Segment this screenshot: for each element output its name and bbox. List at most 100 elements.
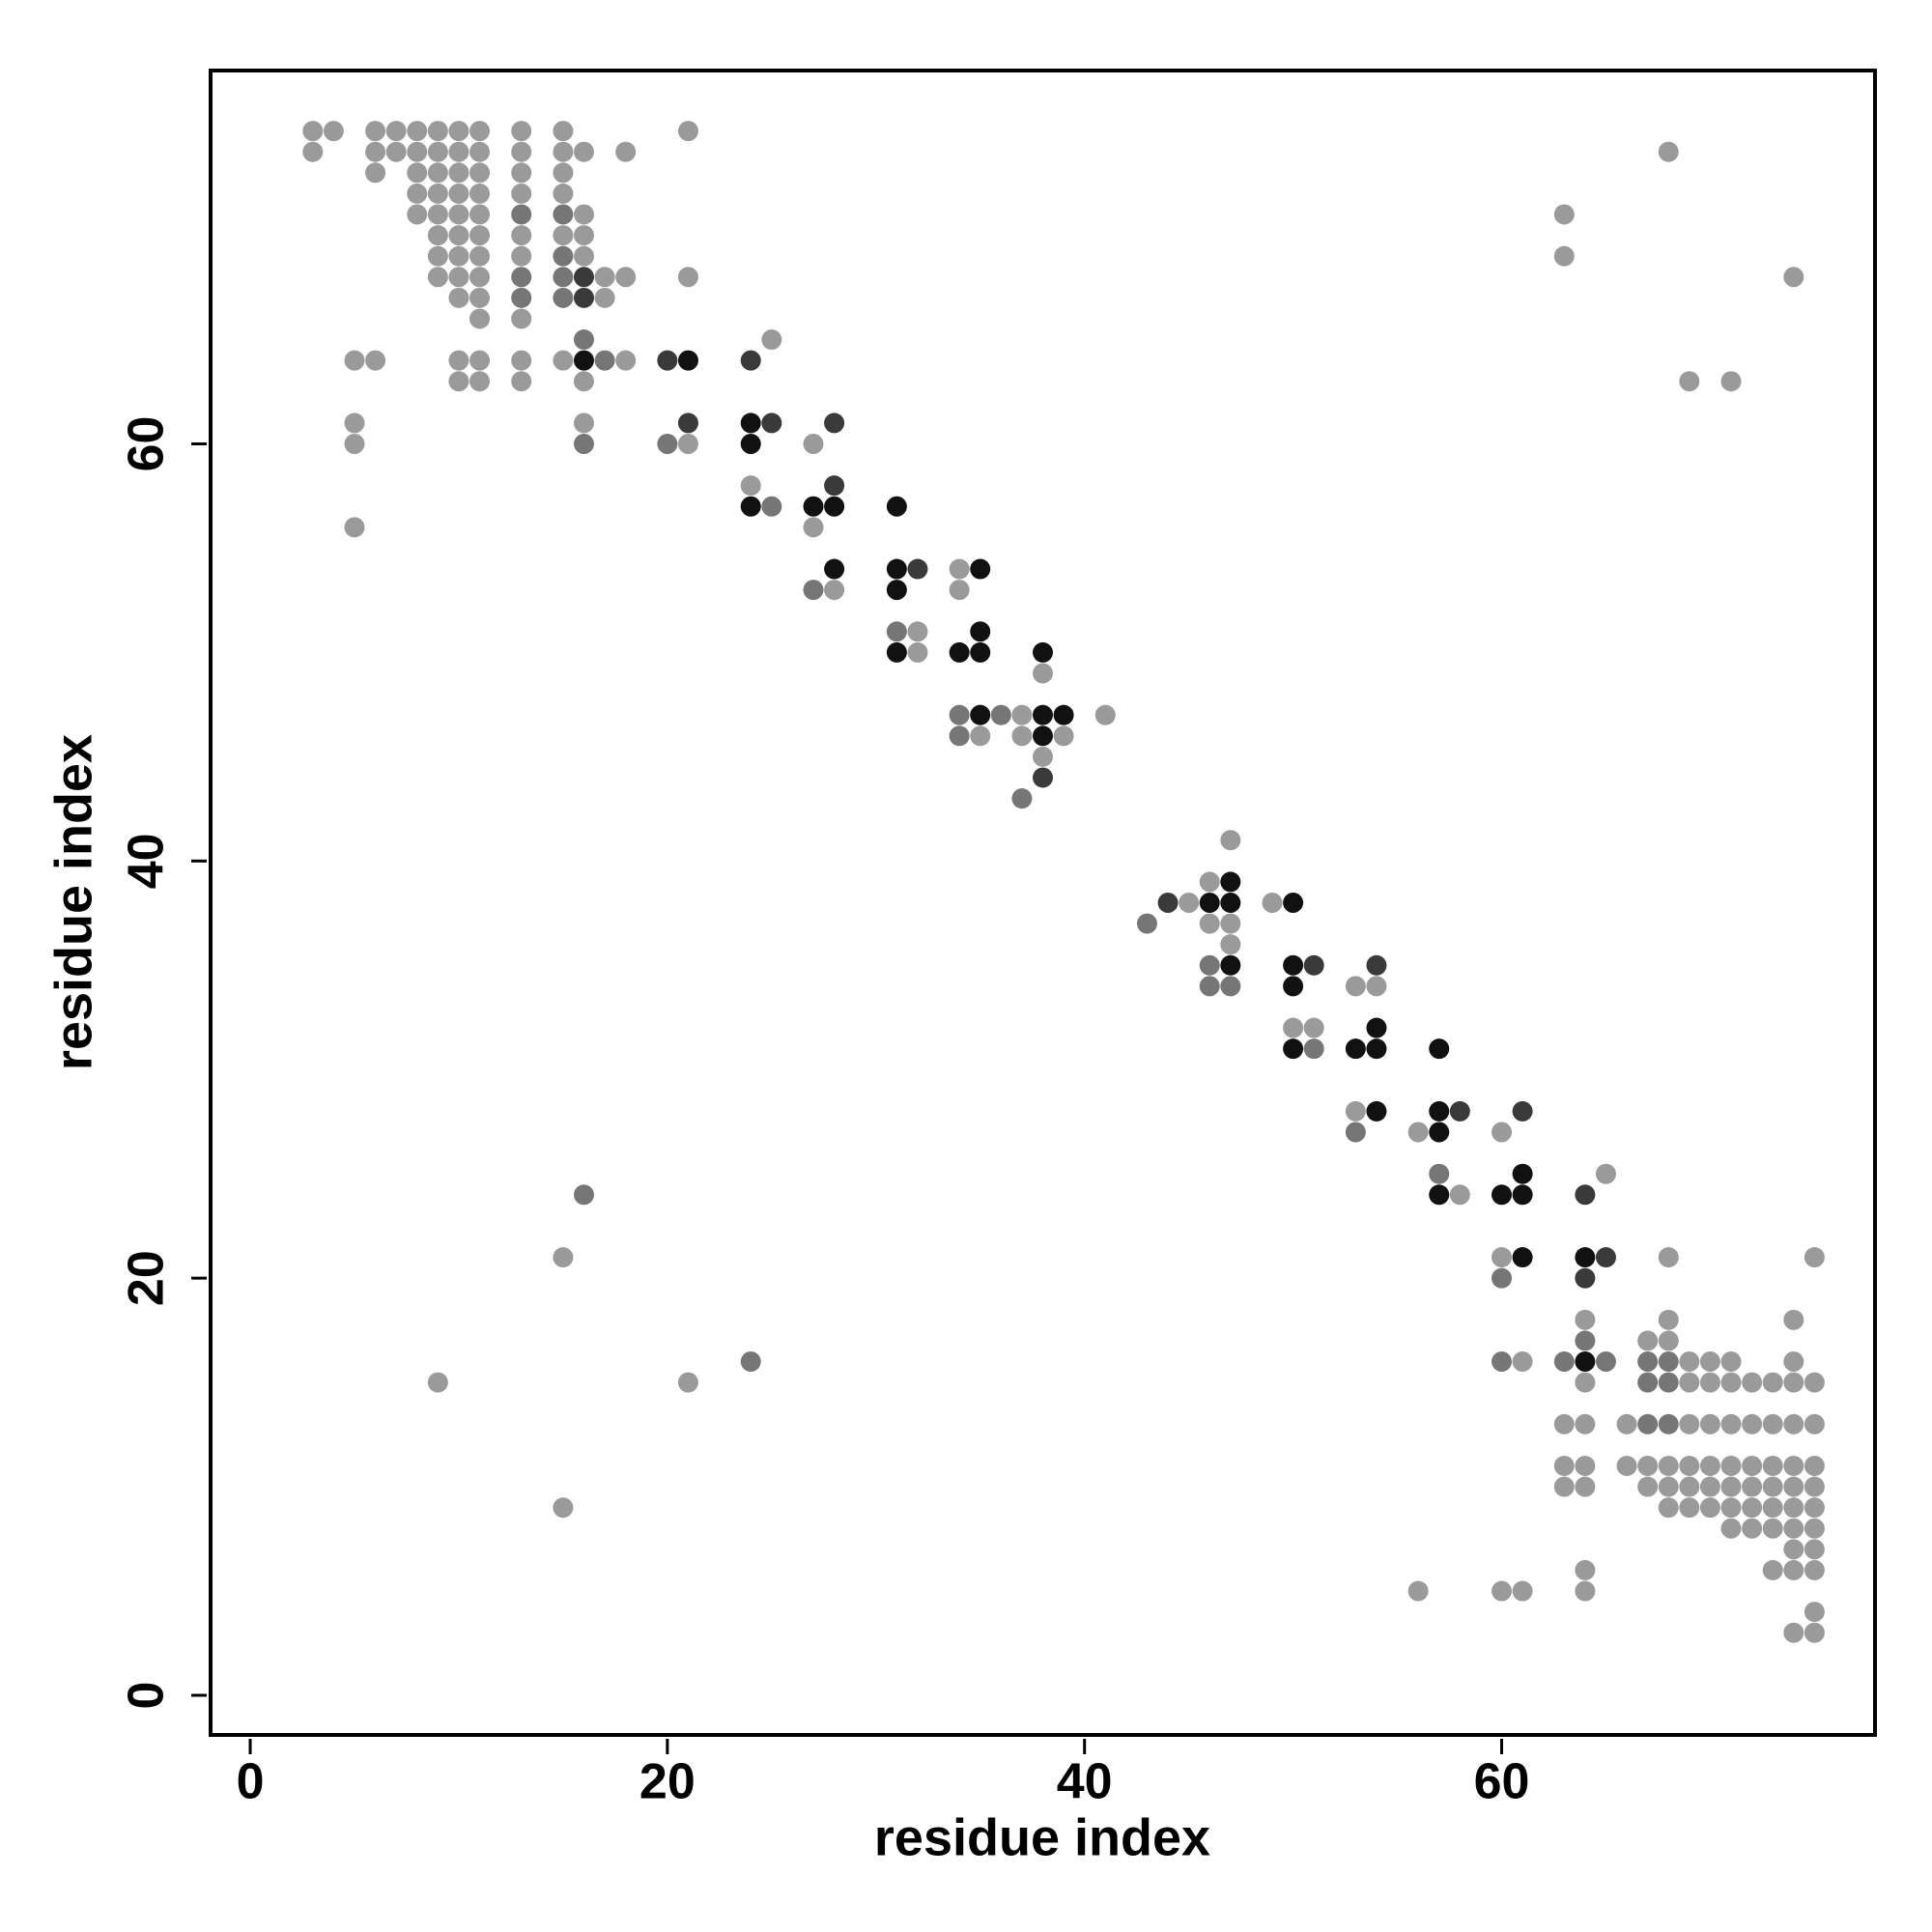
contact-point <box>469 183 491 204</box>
contact-point <box>1492 1247 1513 1268</box>
contact-point <box>427 162 448 184</box>
contact-point <box>1512 1100 1533 1122</box>
contact-point <box>1366 1038 1387 1060</box>
contact-point <box>1804 1476 1825 1497</box>
contact-point <box>1742 1497 1763 1519</box>
contact-point <box>1616 1455 1637 1476</box>
contact-point <box>448 225 469 246</box>
contact-point <box>1262 893 1283 913</box>
contact-point <box>448 162 469 184</box>
contact-point <box>949 580 970 601</box>
contact-point <box>427 267 448 288</box>
contact-point <box>1783 1539 1804 1560</box>
contact-point <box>677 121 698 142</box>
contact-point <box>573 433 594 454</box>
contact-point <box>1303 1038 1324 1060</box>
contact-point <box>949 641 970 663</box>
contact-point <box>1742 1476 1763 1497</box>
contact-point <box>803 517 824 538</box>
x-axis-title: residue index <box>874 1808 1210 1866</box>
contact-point <box>573 412 594 434</box>
contact-point <box>1345 976 1366 997</box>
contact-point <box>949 558 970 580</box>
contact-point <box>1199 976 1220 997</box>
contact-point <box>469 162 491 184</box>
contact-point <box>302 121 324 142</box>
contact-point <box>427 1372 448 1393</box>
contact-point <box>1762 1497 1783 1519</box>
x-tick-label: 60 <box>1474 1754 1530 1810</box>
contact-point <box>1637 1476 1659 1497</box>
contact-point <box>1053 725 1074 747</box>
contact-point <box>344 350 365 371</box>
contact-point <box>469 308 491 329</box>
contact-point <box>1720 1497 1742 1519</box>
contact-point <box>1804 1539 1825 1560</box>
contact-point <box>553 183 574 204</box>
contact-point <box>677 433 698 454</box>
contact-point <box>365 350 386 371</box>
contact-point <box>1679 1413 1700 1435</box>
contact-point <box>511 204 532 225</box>
contact-point <box>1658 141 1679 162</box>
contact-point <box>1658 1372 1679 1393</box>
contact-point <box>615 350 637 371</box>
contact-point <box>1303 954 1324 976</box>
contact-point <box>1345 1038 1366 1060</box>
contact-point <box>1345 1122 1366 1143</box>
contact-point <box>1033 725 1053 747</box>
contact-point <box>1679 1455 1700 1476</box>
contact-point <box>573 225 594 246</box>
contact-point <box>407 204 428 225</box>
contact-point <box>469 121 491 142</box>
contact-point <box>469 245 491 267</box>
contact-point <box>886 558 907 580</box>
x-tick-label: 0 <box>237 1754 265 1810</box>
contact-point <box>740 433 761 454</box>
contact-point <box>1220 976 1241 997</box>
contact-point <box>803 580 824 601</box>
contact-point <box>1783 1351 1804 1373</box>
contact-point <box>1762 1455 1783 1476</box>
contact-point <box>1512 1351 1533 1373</box>
contact-point <box>1429 1100 1450 1122</box>
contact-point <box>1658 1455 1679 1476</box>
contact-point <box>553 204 574 225</box>
contact-point <box>1492 1267 1513 1289</box>
contact-point <box>1220 954 1241 976</box>
contact-point <box>302 141 324 162</box>
contact-point <box>1783 1309 1804 1330</box>
contact-point <box>1492 1122 1513 1143</box>
contact-point <box>1804 1455 1825 1476</box>
contact-point <box>448 371 469 392</box>
contact-point <box>1658 1351 1679 1373</box>
contact-point <box>1553 1413 1575 1435</box>
contact-point <box>1742 1518 1763 1539</box>
contact-point <box>1575 1372 1596 1393</box>
contact-point <box>1595 1351 1616 1373</box>
contact-point <box>803 433 824 454</box>
contact-point <box>1575 1247 1596 1268</box>
contact-point <box>344 412 365 434</box>
contact-point <box>511 287 532 308</box>
contact-point <box>1345 1100 1366 1122</box>
contact-point <box>427 204 448 225</box>
contact-point <box>1033 663 1053 684</box>
contact-point <box>1720 1413 1742 1435</box>
contact-point <box>553 1247 574 1268</box>
y-tick-label: 0 <box>119 1682 175 1710</box>
contact-point <box>1679 1351 1700 1373</box>
contact-point <box>469 141 491 162</box>
contact-point <box>1575 1580 1596 1602</box>
contact-point <box>1575 1476 1596 1497</box>
contact-point <box>886 496 907 517</box>
contact-point <box>1553 204 1575 225</box>
contact-point <box>1220 893 1241 913</box>
contact-point <box>469 267 491 288</box>
contact-point <box>1011 788 1033 810</box>
contact-point <box>511 183 532 204</box>
contact-point <box>1429 1163 1450 1184</box>
contact-point <box>511 121 532 142</box>
contact-point <box>1595 1247 1616 1268</box>
contact-point <box>1429 1122 1450 1143</box>
